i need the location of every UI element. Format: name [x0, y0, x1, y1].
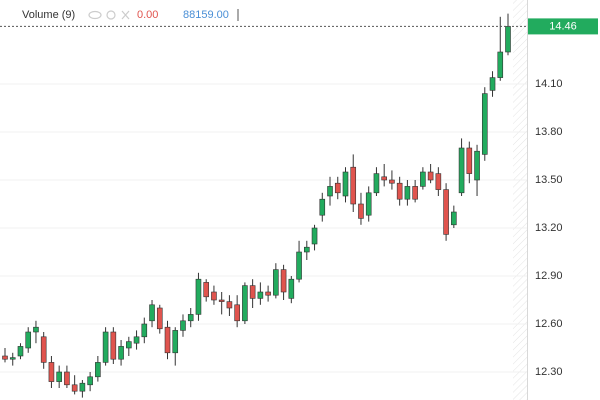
- candle-body: [505, 26, 511, 53]
- candle-body: [156, 307, 163, 330]
- candle-body: [404, 186, 411, 200]
- candle-body: [48, 362, 55, 382]
- indicator-value: 88159.00: [183, 9, 229, 21]
- candle-body: [280, 269, 287, 293]
- candle-body: [141, 323, 148, 338]
- indicator-name: Volume (9): [22, 9, 75, 21]
- candles: [2, 13, 511, 398]
- candle-body: [396, 182, 403, 200]
- indicator-value: 0.00: [137, 9, 158, 21]
- y-tick-label: 13.20: [535, 222, 563, 234]
- candle-body: [71, 384, 78, 392]
- candle-body: [489, 77, 496, 91]
- candle-body: [33, 326, 39, 333]
- candle-body: [481, 93, 488, 155]
- candle-body: [56, 371, 62, 382]
- candle-body: [350, 166, 357, 205]
- candle-body: [95, 362, 101, 378]
- candle-body: [497, 51, 504, 78]
- candle-body: [273, 269, 279, 296]
- candle-body: [249, 285, 256, 299]
- candle-body: [466, 147, 473, 174]
- candle-body: [435, 173, 442, 190]
- candle-body: [118, 346, 124, 360]
- candle-body: [149, 304, 155, 322]
- candle-body: [474, 150, 480, 181]
- candle-body: [296, 251, 302, 280]
- y-tick-label: 13.50: [535, 174, 563, 186]
- candle-body: [242, 285, 248, 322]
- candle-body: [187, 314, 194, 322]
- candle-body: [195, 278, 202, 315]
- candle-body: [373, 173, 380, 194]
- candle-body: [2, 355, 8, 360]
- candle-body: [365, 192, 372, 216]
- candle-body: [234, 304, 240, 322]
- candle-body: [443, 189, 449, 235]
- future-area: [513, 0, 527, 400]
- candle-body: [257, 291, 264, 299]
- indicator-icons: [88, 10, 130, 20]
- candle-body: [427, 171, 434, 181]
- candle-body: [334, 182, 341, 194]
- y-tick-label: 13.80: [535, 126, 563, 138]
- candle-body: [265, 291, 271, 296]
- last-price-box: [528, 18, 598, 35]
- candle-body: [203, 282, 209, 298]
- candle-body: [381, 176, 387, 181]
- candle-body: [79, 382, 86, 392]
- candle-body: [25, 331, 32, 349]
- candle-body: [211, 291, 217, 301]
- candle-body: [389, 179, 395, 184]
- candle-body: [288, 278, 295, 299]
- candle-body: [110, 331, 117, 360]
- candle-body: [87, 376, 93, 386]
- y-tick-label: 12.90: [535, 270, 563, 282]
- candle-body: [311, 227, 318, 245]
- price-axis: 12.30 12.60 12.90 13.20 13.50 13.80 14.10: [535, 78, 563, 378]
- candle-body: [102, 331, 109, 363]
- candle-body: [164, 326, 171, 354]
- candle-body: [9, 357, 16, 360]
- candle-body: [64, 371, 70, 386]
- candle-body: [319, 198, 326, 216]
- candle-body: [342, 171, 349, 197]
- candle-body: [303, 246, 310, 253]
- grid: [0, 83, 527, 373]
- candle-body: [218, 299, 225, 302]
- candle-body: [133, 336, 140, 344]
- candle-body: [451, 211, 457, 226]
- candle-body: [17, 346, 24, 357]
- candle-body: [420, 171, 426, 187]
- candle-body: [180, 320, 186, 331]
- y-tick-label: 14.10: [535, 78, 563, 90]
- candle-body: [358, 203, 364, 219]
- candle-body: [40, 336, 47, 363]
- last-price-label: 14.46: [549, 20, 577, 32]
- candle-body: [226, 301, 233, 309]
- candle-body: [458, 147, 465, 194]
- candle-body: [172, 330, 179, 354]
- y-tick-label: 12.60: [535, 318, 563, 330]
- candle-body: [126, 341, 132, 349]
- candle-body: [412, 186, 418, 200]
- candle-body: [327, 186, 333, 197]
- y-tick-label: 12.30: [535, 366, 563, 378]
